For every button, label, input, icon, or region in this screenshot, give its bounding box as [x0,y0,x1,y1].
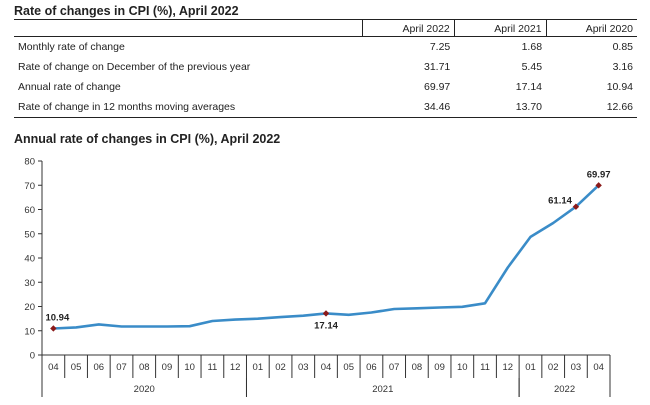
y-tick-label: 60 [24,205,35,216]
data-point-marker [322,310,330,317]
x-tick-label: 04 [48,362,59,373]
data-label: 10.94 [45,312,69,323]
table-row: Rate of change on December of the previo… [14,57,637,77]
table-row: Rate of change in 12 months moving avera… [14,97,637,118]
y-tick-label: 70 [24,181,35,192]
row-value: 34.46 [362,97,455,118]
row-value: 5.45 [521,61,543,73]
table-header-row: April 2022 April 2021 April 2020 [14,19,637,37]
row-value: 69.97 [423,81,451,93]
cpi-table: April 2022 April 2021 April 2020 Monthly… [14,19,637,118]
table-title: Rate of changes in CPI (%), April 2022 [14,4,239,18]
x-tick-label: 05 [71,362,82,373]
x-tick-label: 04 [321,362,332,373]
x-tick-label: 07 [116,362,127,373]
row-value: 31.71 [423,61,451,73]
row-label: Rate of change in 12 months moving avera… [14,97,363,118]
x-tick-label: 12 [230,362,241,373]
chart-title: Annual rate of changes in CPI (%), April… [14,132,281,146]
x-tick-label: 03 [298,362,309,373]
x-tick-label: 09 [434,362,445,373]
table-row: Annual rate of change 69.97 17.14 10.94 [14,77,637,97]
x-tick-label: 10 [184,362,195,373]
x-tick-label: 06 [94,362,105,373]
x-tick-label: 04 [593,362,604,373]
row-label: Rate of change on December of the previo… [18,61,251,73]
data-point-marker [50,325,57,332]
x-tick-label: 09 [162,362,173,373]
x-tick-label: 11 [207,362,217,373]
row-value: 13.70 [454,97,547,118]
y-tick-label: 50 [24,229,35,240]
y-tick-label: 0 [30,351,35,362]
y-tick-label: 20 [24,302,35,313]
x-tick-label: 06 [366,362,377,373]
x-tick-label: 03 [571,362,582,373]
data-label: 69.97 [587,169,611,180]
header-col-3: April 2020 [545,19,637,37]
x-tick-label: 11 [480,362,490,373]
cpi-series-line [53,184,600,330]
x-tick-label: 08 [139,362,150,373]
row-value: 7.25 [429,41,451,53]
data-point-marker [595,182,602,189]
y-tick-label: 80 [24,157,35,168]
year-label: 2020 [134,384,155,395]
x-tick-label: 02 [275,362,286,373]
x-tick-label: 12 [502,362,513,373]
table-row: Monthly rate of change 7.25 1.68 0.85 [14,37,637,58]
header-col-1: April 2022 [362,19,455,37]
row-value: 0.85 [612,41,633,53]
x-tick-label: 07 [389,362,400,373]
x-tick-label: 05 [343,362,354,373]
header-col-2: April 2021 [453,19,547,37]
y-tick-label: 40 [24,254,35,265]
year-label: 2021 [372,384,393,395]
data-label: 17.14 [314,320,338,331]
x-tick-label: 01 [253,362,264,373]
y-tick-label: 30 [24,278,35,289]
row-value: 1.68 [521,41,543,53]
header-blank [14,19,363,37]
data-point-marker [572,203,580,210]
row-value: 10.94 [606,81,633,93]
data-label: 61.14 [548,196,572,207]
row-label: Monthly rate of change [18,41,125,53]
x-tick-label: 02 [548,362,559,373]
x-tick-label: 01 [525,362,536,373]
row-value: 12.66 [546,97,637,118]
row-label: Annual rate of change [18,81,121,93]
y-tick-label: 10 [24,326,35,337]
row-value: 3.16 [612,61,633,73]
x-tick-label: 10 [457,362,468,373]
x-tick-label: 08 [412,362,423,373]
year-label: 2022 [554,384,575,395]
row-value: 17.14 [515,81,543,93]
